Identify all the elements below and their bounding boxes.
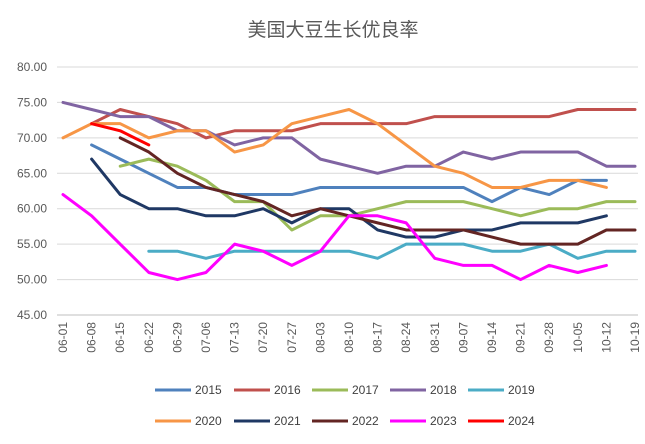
x-tick-label: 07-27 [285,322,299,353]
series-line-2017 [118,157,637,232]
y-tick-label: 55.00 [17,237,47,251]
gridlines [57,66,638,316]
x-tick-label: 09-07 [456,322,470,353]
chart-title: 美国大豆生长优良率 [247,19,418,41]
legend-label-2018: 2018 [430,383,457,397]
series-line-2020 [61,108,608,189]
x-tick-label: 08-03 [313,322,327,353]
series-line-2024 [90,122,151,147]
legend-label-2024: 2024 [508,414,535,428]
y-axis: 45.00 50.00 55.00 60.00 65.00 70.00 75.00 80.00 [17,60,47,322]
y-tick-label: 75.00 [17,95,47,109]
x-tick-label: 06-08 [85,322,99,353]
y-tick-label: 50.00 [17,273,47,287]
y-tick-label: 60.00 [17,202,47,216]
x-tick-label: 06-22 [142,322,156,353]
x-tick-label: 09-21 [514,322,528,353]
y-tick-label: 70.00 [17,131,47,145]
x-tick-label: 10-12 [599,322,613,353]
x-tick-label: 06-01 [56,322,70,353]
legend-label-2017: 2017 [352,383,379,397]
legend-label-2023: 2023 [430,414,457,428]
series-lines [61,100,637,282]
y-tick-label: 45.00 [17,308,47,322]
series-line-2018 [61,100,637,175]
x-tick-label: 09-28 [542,322,556,353]
series-line-2019 [147,242,637,260]
x-tick-label: 08-24 [399,322,413,353]
x-tick-label: 08-17 [371,322,385,353]
legend-label-2022: 2022 [352,414,379,428]
x-tick-label: 10-19 [628,322,642,353]
legend-label-2021: 2021 [274,414,301,428]
x-axis: 06-01 06-08 06-15 06-22 06-29 07-06 07-13 07-20… [56,322,642,353]
legend-label-2019: 2019 [508,383,535,397]
series-line-2023 [61,193,608,282]
legend-label-2016: 2016 [274,383,301,397]
series-line-2022 [118,136,637,246]
y-tick-label: 65.00 [17,166,47,180]
legend-label-2015: 2015 [195,383,222,397]
x-tick-label: 07-06 [199,322,213,353]
y-tick-label: 80.00 [17,60,47,74]
x-tick-label: 08-10 [342,322,356,353]
series-line-2021 [90,157,608,239]
x-tick-label: 08-31 [428,322,442,353]
x-tick-label: 06-29 [170,322,184,353]
legend-label-2020: 2020 [195,414,222,428]
x-tick-label: 07-20 [256,322,270,353]
x-tick-label: 10-05 [571,322,585,353]
x-tick-label: 09-14 [485,322,499,353]
series-line-2016 [90,108,637,140]
x-tick-label: 06-15 [113,322,127,353]
x-tick-label: 07-13 [228,322,242,353]
legend: 2015 2016 2017 2018 2019 2020 2021 2022 2023 2024 [155,383,535,428]
